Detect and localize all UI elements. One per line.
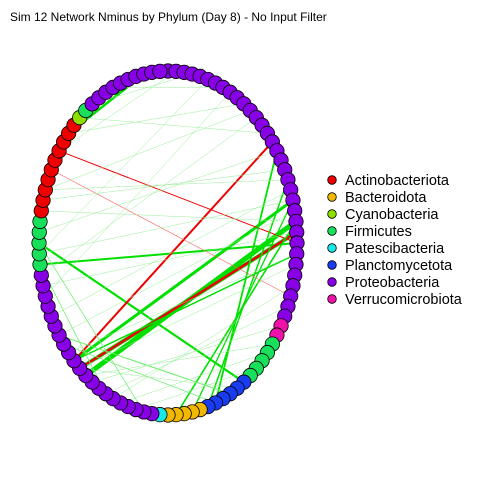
network-edge xyxy=(39,199,294,255)
legend-label-planctomycetota: Planctomycetota xyxy=(345,258,453,274)
network-edge xyxy=(78,230,298,370)
network-edge xyxy=(91,325,282,383)
network-edge xyxy=(45,110,251,191)
legend-swatch-verrucomicrobiota xyxy=(327,294,337,304)
legend-swatch-patescibacteria xyxy=(327,243,337,253)
network-edge xyxy=(73,253,298,362)
legend-swatch-proteobacteria xyxy=(327,277,337,287)
network-edge xyxy=(39,79,209,255)
legend-swatch-bacteroidota xyxy=(327,192,337,202)
legend-swatch-cyanobacteria xyxy=(327,209,337,219)
network-edge xyxy=(58,150,298,244)
network-edge xyxy=(45,179,289,191)
legend-label-patescibacteria: Patescibacteria xyxy=(345,241,445,257)
legend-swatch-firmicutes xyxy=(327,226,337,236)
network-edge xyxy=(58,210,295,336)
network-edge xyxy=(39,150,278,233)
network-edge xyxy=(63,343,216,404)
legend-label-cyanobacteria: Cyanobacteria xyxy=(345,207,439,223)
network-edge xyxy=(120,352,268,404)
network-edge xyxy=(85,343,273,376)
network-edge xyxy=(135,368,257,410)
network-edge xyxy=(41,210,297,222)
network-edge xyxy=(45,92,231,297)
legend-swatch-actinobacteriota xyxy=(327,175,337,185)
legend-label-actinobacteriota: Actinobacteriota xyxy=(345,173,450,189)
network-edge xyxy=(72,140,274,362)
network-node-proteobacteria xyxy=(152,63,168,79)
network-edge xyxy=(79,117,268,134)
edge-layer xyxy=(37,71,299,416)
network-edge xyxy=(50,169,291,297)
network-edge xyxy=(42,231,297,287)
network-edge xyxy=(214,149,278,404)
network-edge xyxy=(58,71,177,152)
network-edge xyxy=(68,103,245,134)
legend: ActinobacteriotaBacteroidotaCyanobacteri… xyxy=(327,173,463,308)
legend-label-firmicutes: Firmicutes xyxy=(345,224,412,240)
chart-title: Sim 12 Network Nminus by Phylum (Day 8) … xyxy=(10,10,327,24)
node-layer xyxy=(31,63,305,423)
legend-label-proteobacteria: Proteobacteria xyxy=(345,275,440,291)
network-edge xyxy=(79,368,238,389)
network-edge xyxy=(68,253,297,353)
legend-swatch-planctomycetota xyxy=(327,260,337,270)
network-edge xyxy=(112,285,294,399)
legend-label-bacteroidota: Bacteroidota xyxy=(345,190,427,206)
network-edge xyxy=(39,264,107,395)
network-edge xyxy=(79,264,297,369)
network-edge xyxy=(105,306,289,394)
network-edge xyxy=(207,178,289,408)
network-edge xyxy=(51,189,291,317)
network-edge xyxy=(41,117,257,276)
legend-label-verrucomicrobiota: Verrucomicrobiota xyxy=(345,292,463,308)
